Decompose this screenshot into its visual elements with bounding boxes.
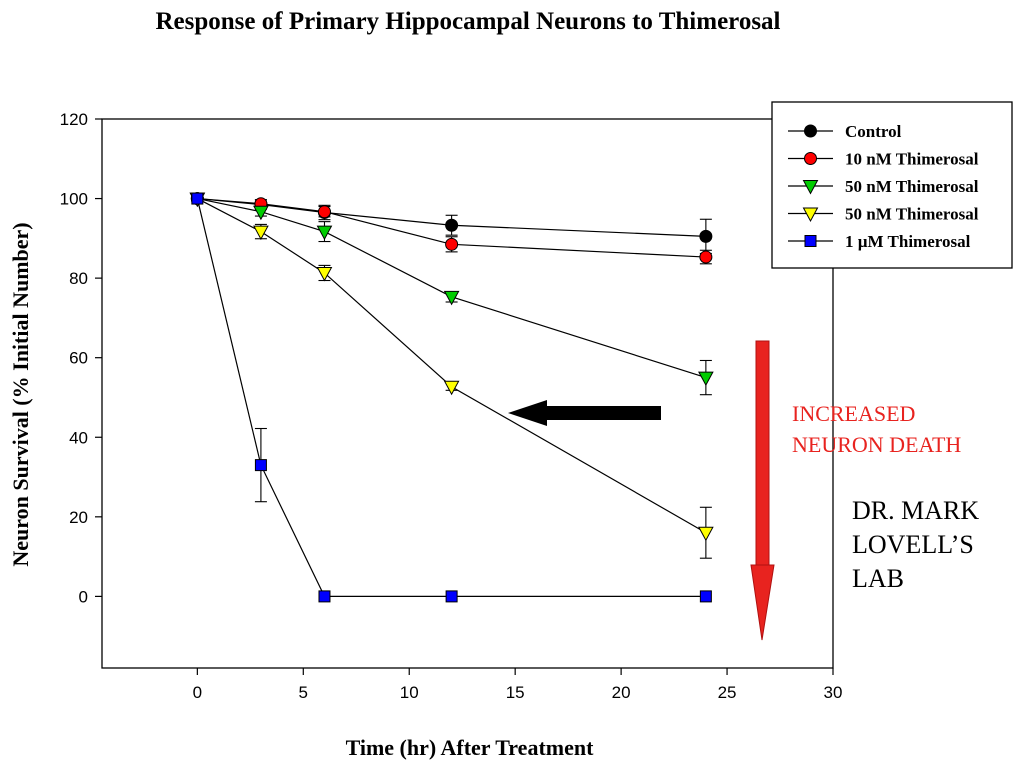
data-point — [445, 237, 459, 251]
legend-item: 10 nM Thimerosal — [788, 150, 979, 169]
legend-label: 50 nM Thimerosal — [845, 205, 979, 224]
legend-item: 50 nM Thimerosal — [788, 177, 979, 196]
y-tick-label: 40 — [69, 428, 88, 447]
lab-label-line3: LAB — [852, 564, 904, 593]
legend: Control 10 nM Thimerosal 50 nM Thimerosal 5… — [771, 101, 1013, 269]
data-point — [253, 225, 269, 241]
data-layer — [189, 192, 714, 603]
legend-marker — [804, 235, 817, 247]
series-markers-4 — [191, 192, 712, 603]
data-point — [699, 229, 713, 243]
axes-layer: 0 20 40 60 80 100 120 0 5 10 15 20 25 30 Time (hr) Aft… — [8, 110, 842, 760]
y-tick-label: 0 — [79, 587, 88, 606]
legend-label: 10 nM Thimerosal — [845, 150, 979, 169]
data-point — [443, 290, 460, 306]
data-point — [699, 590, 712, 603]
legend-marker — [802, 207, 819, 223]
x-tick-label: 15 — [506, 683, 525, 702]
data-point — [699, 250, 713, 264]
legend-label: Control — [845, 122, 902, 141]
x-tick-label: 5 — [299, 683, 308, 702]
data-point — [254, 459, 267, 472]
data-point — [445, 218, 459, 232]
data-point — [191, 192, 204, 205]
series-4 — [191, 196, 706, 597]
legend-item: Control — [788, 122, 902, 141]
data-point — [698, 371, 714, 387]
x-tick-label: 25 — [718, 683, 737, 702]
y-axis-title: Neuron Survival (% Initial Number) — [8, 222, 33, 566]
y-tick-label: 80 — [69, 269, 88, 288]
legend-item: 50 nM Thimerosal — [788, 205, 979, 224]
x-tick-label: 0 — [193, 683, 202, 702]
increased-death-label-line2: NEURON DEATH — [792, 432, 961, 457]
data-point — [445, 590, 458, 603]
data-point — [443, 380, 460, 396]
y-tick-label: 60 — [69, 349, 88, 368]
plot-frame — [101, 118, 834, 669]
lab-label-line1: DR. MARK — [852, 496, 979, 525]
chart-title: Response of Primary Hippocampal Neurons … — [155, 8, 781, 35]
x-axis-title: Time (hr) After Treatment — [346, 735, 595, 760]
x-tick-label: 20 — [612, 683, 631, 702]
y-tick-label: 100 — [60, 190, 88, 209]
legend-marker — [802, 180, 819, 195]
y-tick-label: 120 — [60, 110, 88, 129]
data-point — [316, 225, 333, 241]
data-point — [698, 526, 714, 542]
legend-marker — [804, 152, 817, 165]
series-line — [196, 198, 706, 597]
down-arrow-icon — [750, 340, 775, 641]
x-tick-label: 30 — [824, 683, 843, 702]
legend-item: 1 µM Thimerosal — [788, 232, 971, 251]
left-arrow-icon — [508, 400, 661, 426]
legend-label: 50 nM Thimerosal — [845, 177, 979, 196]
y-tick-label: 20 — [69, 508, 88, 527]
data-point — [253, 205, 269, 221]
legend-label: 1 µM Thimerosal — [845, 232, 971, 251]
data-point — [316, 266, 333, 282]
lab-label-line2: LOVELL’S — [852, 530, 974, 559]
x-tick-label: 10 — [400, 683, 419, 702]
data-point — [318, 590, 331, 603]
increased-death-label-line1: INCREASED — [792, 401, 915, 426]
legend-marker — [804, 124, 817, 138]
data-point — [317, 205, 331, 219]
